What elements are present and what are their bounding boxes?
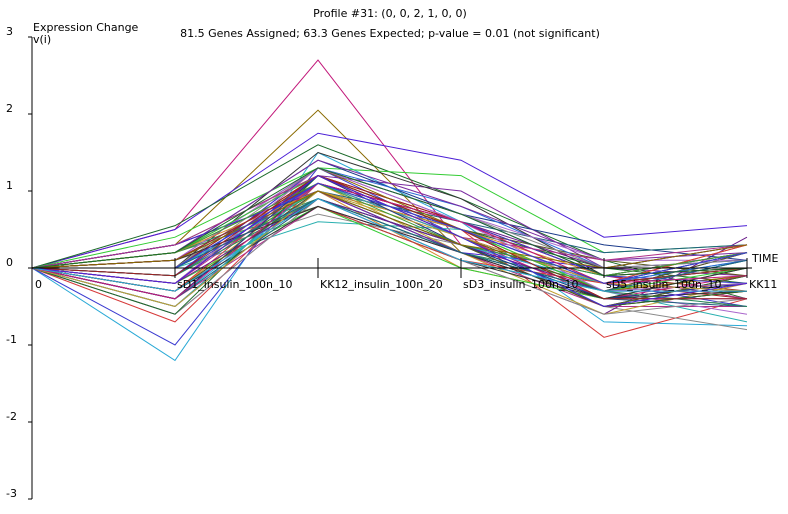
y-tick-label: 3 [6,25,13,38]
series-lines [31,59,748,362]
axes: 3 2 1 0 -1 -2 -3 0 sD1_insulin_100n_10 KK12_insul… [6,25,777,500]
series-line [32,198,748,284]
series-line [31,198,747,292]
x-tick-label: sD5_insulin_100n_10 [606,278,721,291]
y-tick-label: -1 [6,333,17,346]
y-tick-label: 2 [6,102,13,115]
x-tick-label: sD1_insulin_100n_10 [177,278,292,291]
x-tick-label: sD3_insulin_100n_10 [463,278,578,291]
series-line [31,198,748,284]
chart-title: Profile #31: (0, 0, 2, 1, 0, 0) [313,7,467,20]
x-tick-label: KK12_insulin_100n_20 [320,278,443,291]
x-axis-label: TIME [751,252,778,265]
y-tick-label: -3 [6,487,17,500]
x-tick-label: 0 [35,278,42,291]
series-line [31,132,748,269]
y-axis-label: Expression Change [33,21,139,34]
y-tick-label: 1 [6,179,13,192]
y-axis-unit: v(i) [33,33,51,46]
x-tick-label: KK11 [749,278,777,291]
series-line [31,167,748,277]
y-tick-label: 0 [6,256,13,269]
y-tick-label: -2 [6,410,17,423]
series-line [31,109,748,300]
series-line [31,182,748,300]
chart-subtitle: 81.5 Genes Assigned; 63.3 Genes Expected… [180,27,600,40]
series-line [31,190,748,269]
